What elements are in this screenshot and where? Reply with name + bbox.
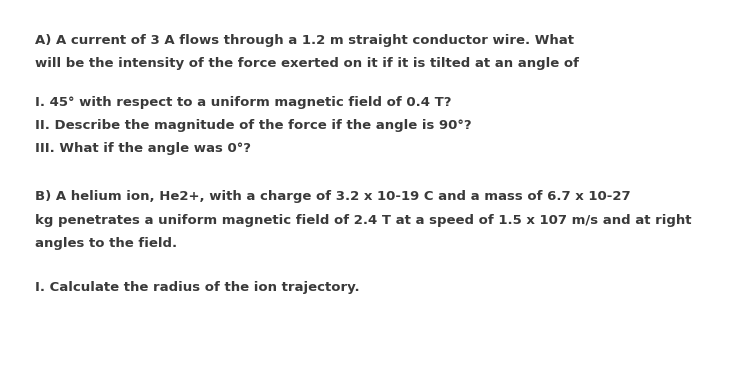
Text: II. Describe the magnitude of the force if the angle is 90°?: II. Describe the magnitude of the force … — [35, 119, 472, 132]
Text: A) A current of 3 A flows through a 1.2 m straight conductor wire. What: A) A current of 3 A flows through a 1.2 … — [35, 34, 574, 47]
Text: I. Calculate the radius of the ion trajectory.: I. Calculate the radius of the ion traje… — [35, 281, 360, 294]
Text: will be the intensity of the force exerted on it if it is tilted at an angle of: will be the intensity of the force exert… — [35, 57, 579, 70]
Text: kg penetrates a uniform magnetic field of 2.4 T at a speed of 1.5 x 107 m/s and : kg penetrates a uniform magnetic field o… — [35, 213, 692, 227]
Text: III. What if the angle was 0°?: III. What if the angle was 0°? — [35, 142, 252, 155]
Text: angles to the field.: angles to the field. — [35, 237, 178, 250]
Text: B) A helium ion, He2+, with a charge of 3.2 x 10-19 C and a mass of 6.7 x 10-27: B) A helium ion, He2+, with a charge of … — [35, 190, 631, 203]
Text: I. 45° with respect to a uniform magnetic field of 0.4 T?: I. 45° with respect to a uniform magneti… — [35, 96, 452, 109]
